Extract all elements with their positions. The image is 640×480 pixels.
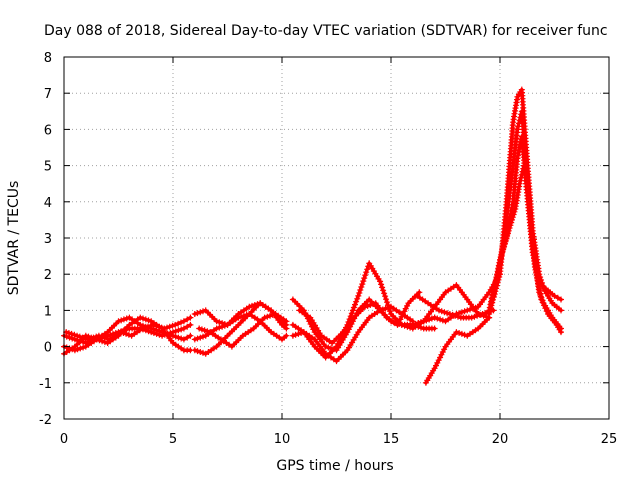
y-tick-label: 2 <box>44 268 52 283</box>
y-tick-label: 3 <box>44 232 52 247</box>
y-tick-label: 7 <box>44 87 52 102</box>
series-satellite-track-12 <box>296 289 423 346</box>
series-plus-markers <box>196 311 290 350</box>
series-plus-markers <box>422 314 493 386</box>
series-plus-markers <box>63 314 194 343</box>
tick-marks <box>63 56 610 420</box>
x-tick-label: 20 <box>492 432 509 447</box>
x-tick-label: 10 <box>274 432 291 447</box>
series-satellite-track-8 <box>196 311 290 350</box>
x-tick-label: 5 <box>169 432 177 447</box>
x-axis-tick-labels: 0 5 10 15 20 25 <box>60 432 617 447</box>
series-plus-markers <box>289 303 416 365</box>
y-tick-label: -1 <box>39 377 52 392</box>
y-tick-label: 1 <box>44 304 52 319</box>
series-plus-markers <box>490 162 564 336</box>
chart-title: Day 088 of 2018, Sidereal Day-to-day VTE… <box>44 23 608 39</box>
x-tick-label: 25 <box>601 432 618 447</box>
series-satellite-track-13 <box>422 314 493 386</box>
x-tick-label: 15 <box>383 432 400 447</box>
series-satellite-track-11 <box>289 303 416 365</box>
x-axis-label: GPS time / hours <box>276 458 393 474</box>
y-axis-label: SDTVAR / TECUs <box>6 181 22 296</box>
series-layer <box>61 86 564 386</box>
series-satellite-track-16 <box>414 292 497 321</box>
x-tick-label: 0 <box>60 432 68 447</box>
y-tick-label: -2 <box>39 413 52 428</box>
y-tick-label: 0 <box>44 341 52 356</box>
series-satellite-track-20 <box>490 162 564 336</box>
y-tick-label: 6 <box>44 123 52 138</box>
series-plus-markers <box>414 292 497 321</box>
series-plus-markers <box>296 289 423 346</box>
series-satellite-track-4 <box>63 314 194 343</box>
y-tick-label: 8 <box>44 51 52 66</box>
y-axis-tick-labels: -2 -1 0 1 2 3 4 5 6 7 8 <box>39 51 52 428</box>
y-tick-label: 4 <box>44 196 52 211</box>
y-tick-label: 5 <box>44 160 52 175</box>
